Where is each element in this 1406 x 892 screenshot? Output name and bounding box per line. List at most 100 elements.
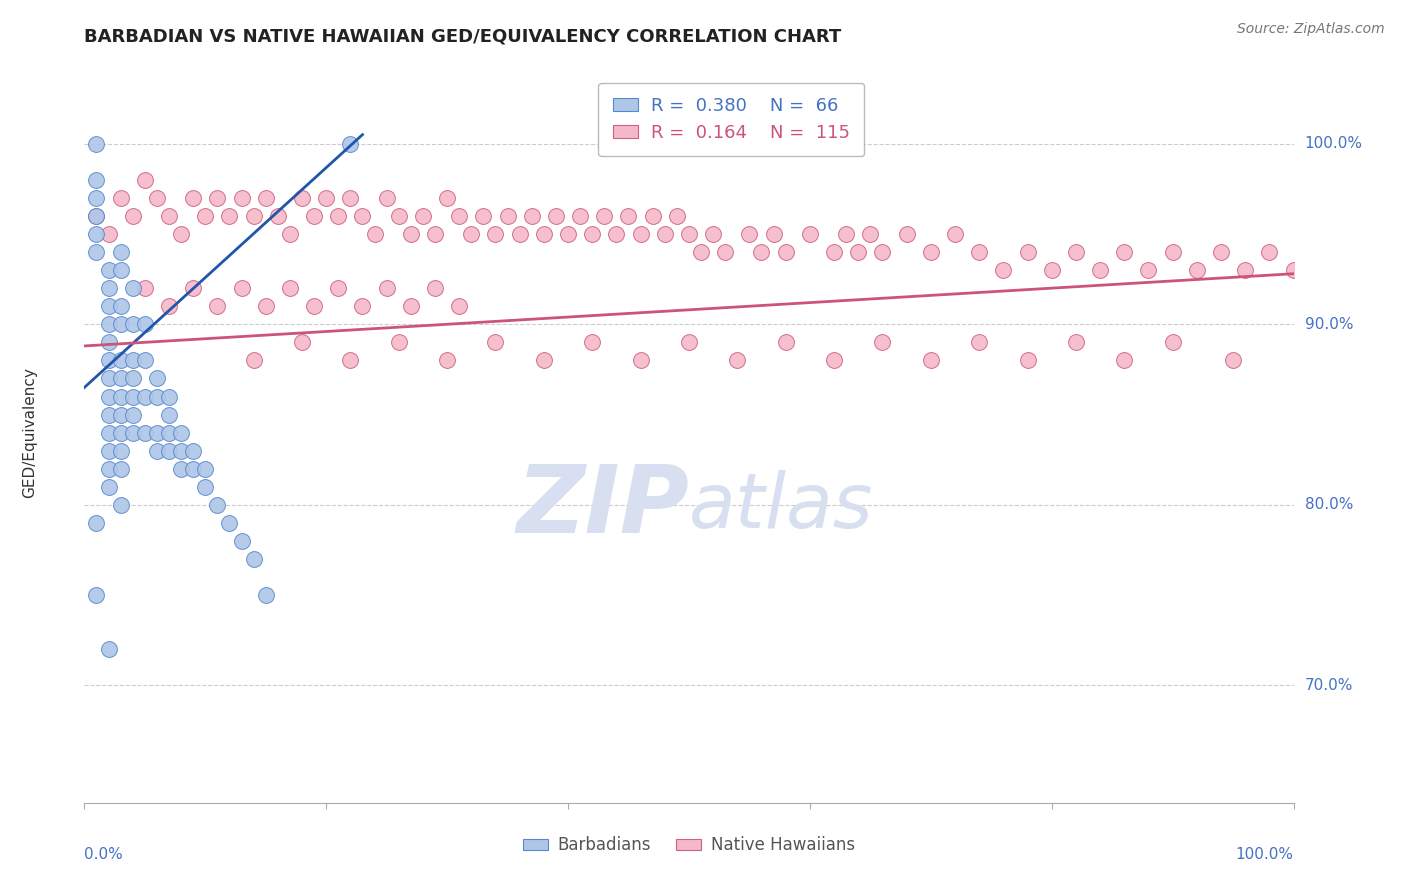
- Point: [86, 227, 108, 241]
- Point: [315, 191, 337, 205]
- Point: [110, 443, 132, 458]
- Point: [207, 191, 229, 205]
- Point: [399, 299, 422, 313]
- Text: Source: ZipAtlas.com: Source: ZipAtlas.com: [1237, 22, 1385, 37]
- Point: [207, 299, 229, 313]
- Point: [896, 227, 918, 241]
- Point: [170, 443, 193, 458]
- Point: [157, 425, 180, 440]
- Point: [157, 299, 180, 313]
- Point: [872, 335, 894, 350]
- Point: [302, 299, 325, 313]
- Point: [110, 371, 132, 385]
- Text: 0.0%: 0.0%: [84, 847, 124, 863]
- Point: [181, 191, 204, 205]
- Point: [412, 209, 434, 223]
- Point: [1088, 263, 1111, 277]
- Point: [1040, 263, 1063, 277]
- Point: [157, 390, 180, 404]
- Point: [231, 191, 253, 205]
- Point: [254, 588, 277, 602]
- Point: [97, 390, 120, 404]
- Text: GED/Equivalency: GED/Equivalency: [22, 368, 38, 498]
- Point: [993, 263, 1015, 277]
- Point: [110, 318, 132, 332]
- Point: [496, 209, 519, 223]
- Point: [242, 353, 264, 368]
- Point: [121, 353, 143, 368]
- Point: [97, 480, 120, 494]
- Point: [1258, 245, 1281, 260]
- Point: [1137, 263, 1160, 277]
- Point: [352, 299, 374, 313]
- Point: [375, 191, 398, 205]
- Point: [702, 227, 724, 241]
- Point: [690, 245, 713, 260]
- Point: [121, 371, 143, 385]
- Point: [823, 353, 845, 368]
- Point: [678, 335, 700, 350]
- Point: [617, 209, 640, 223]
- Point: [762, 227, 785, 241]
- Point: [460, 227, 482, 241]
- Point: [97, 353, 120, 368]
- Point: [110, 353, 132, 368]
- Point: [920, 245, 942, 260]
- Point: [194, 480, 217, 494]
- Point: [1161, 335, 1184, 350]
- Point: [97, 335, 120, 350]
- Point: [218, 516, 240, 530]
- Point: [157, 443, 180, 458]
- Point: [533, 227, 555, 241]
- Point: [278, 227, 301, 241]
- Point: [86, 209, 108, 223]
- Text: 90.0%: 90.0%: [1305, 317, 1353, 332]
- Point: [1209, 245, 1232, 260]
- Point: [97, 425, 120, 440]
- Point: [194, 209, 217, 223]
- Point: [943, 227, 966, 241]
- Point: [352, 209, 374, 223]
- Point: [121, 209, 143, 223]
- Point: [110, 245, 132, 260]
- Text: 100.0%: 100.0%: [1305, 136, 1362, 152]
- Point: [1017, 353, 1039, 368]
- Point: [110, 191, 132, 205]
- Point: [134, 318, 156, 332]
- Point: [121, 318, 143, 332]
- Point: [714, 245, 737, 260]
- Point: [110, 408, 132, 422]
- Point: [1282, 263, 1305, 277]
- Point: [110, 299, 132, 313]
- Point: [593, 209, 616, 223]
- Point: [254, 299, 277, 313]
- Point: [170, 461, 193, 475]
- Point: [86, 209, 108, 223]
- Point: [86, 191, 108, 205]
- Point: [859, 227, 882, 241]
- Point: [97, 443, 120, 458]
- Point: [121, 390, 143, 404]
- Point: [207, 498, 229, 512]
- Point: [423, 227, 446, 241]
- Point: [388, 335, 411, 350]
- Point: [86, 173, 108, 187]
- Point: [449, 209, 471, 223]
- Point: [134, 425, 156, 440]
- Point: [967, 245, 990, 260]
- Point: [557, 227, 579, 241]
- Point: [339, 353, 361, 368]
- Point: [569, 209, 592, 223]
- Point: [134, 353, 156, 368]
- Point: [846, 245, 869, 260]
- Text: ZIP: ZIP: [516, 460, 689, 553]
- Point: [134, 281, 156, 295]
- Point: [328, 281, 350, 295]
- Point: [375, 281, 398, 295]
- Point: [654, 227, 676, 241]
- Point: [157, 209, 180, 223]
- Point: [110, 425, 132, 440]
- Point: [134, 390, 156, 404]
- Point: [449, 299, 471, 313]
- Text: 70.0%: 70.0%: [1305, 678, 1353, 693]
